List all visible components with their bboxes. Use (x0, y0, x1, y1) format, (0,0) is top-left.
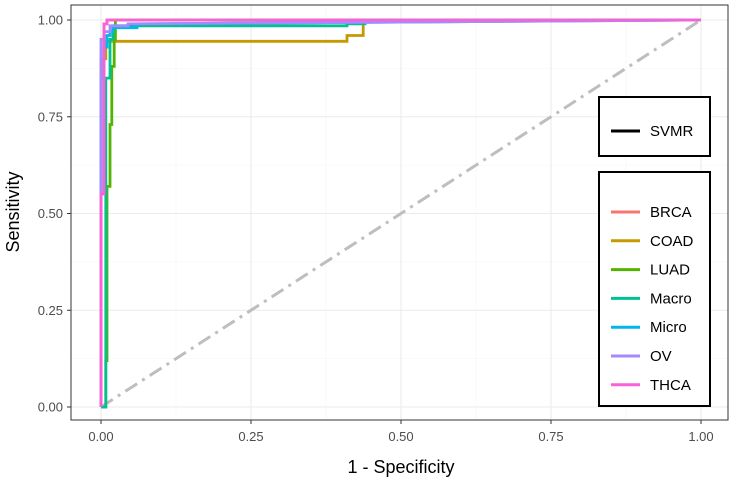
y-tick-label: 0.50 (38, 206, 63, 221)
legend-label-luad: LUAD (650, 262, 690, 279)
legend-label-ov: OV (650, 348, 672, 365)
x-axis: 0.00 0.25 0.50 0.75 1.00 (88, 420, 714, 444)
y-axis: 0.00 0.25 0.50 0.75 1.00 (38, 13, 71, 415)
y-tick-label: 0.00 (38, 400, 63, 415)
y-tick-label: 0.75 (38, 109, 63, 124)
legend-label-brca: BRCA (650, 204, 692, 221)
legend-label-micro: Micro (650, 319, 687, 336)
legend-label-coad: COAD (650, 233, 694, 250)
x-tick-label: 0.50 (388, 429, 413, 444)
color-legend: BRCA COAD LUAD Macro Micro OV THCA (598, 171, 711, 407)
diagonal-line (100, 18, 702, 409)
x-tick-label: 0.00 (88, 429, 113, 444)
linetype-legend-box (598, 96, 711, 157)
panel-border (70, 4, 729, 421)
series-line-thca (99, 18, 701, 407)
y-axis-title: Sensitivity (3, 171, 23, 252)
x-axis-title: 1 - Specificity (347, 457, 454, 477)
x-tick-label: 0.25 (238, 429, 263, 444)
linetype-legend-label: SVMR (650, 123, 694, 140)
y-tick-label: 0.25 (38, 303, 63, 318)
x-tick-label: 1.00 (688, 429, 713, 444)
reference-diagonal (100, 18, 702, 409)
series-layer (99, 18, 702, 409)
linetype-legend: SVMR (598, 96, 711, 157)
x-tick-label: 0.75 (538, 429, 563, 444)
legend-label-thca: THCA (650, 377, 691, 394)
y-tick-label: 1.00 (38, 13, 63, 28)
series-line-ov (99, 18, 702, 407)
legend-label-macro: Macro (650, 290, 692, 307)
